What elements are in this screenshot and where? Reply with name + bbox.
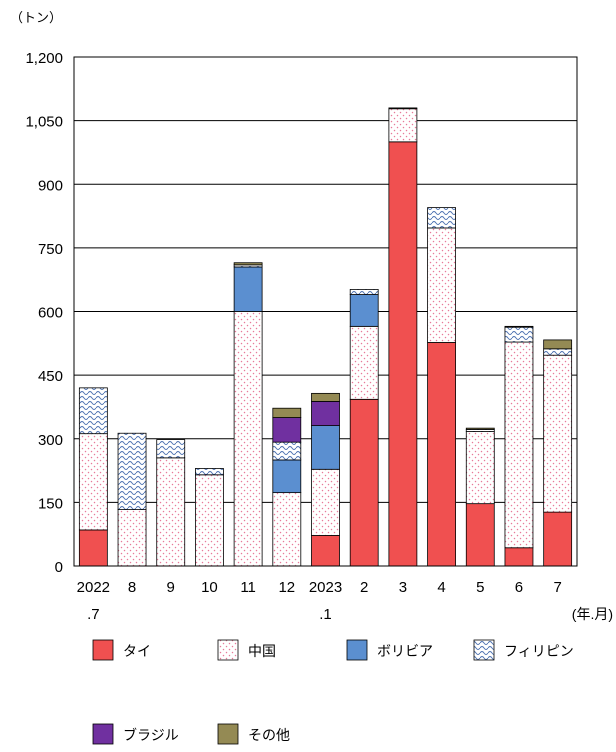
bar-segment-1-2 — [156, 457, 186, 567]
y-tick-label: 900 — [38, 177, 63, 194]
bar-segment-1-3 — [195, 474, 224, 567]
bar-segment-1-7 — [349, 325, 379, 400]
bar-segment-3-2 — [156, 439, 186, 459]
bar-segment-3-11 — [504, 326, 534, 343]
y-tick-label: 150 — [38, 495, 63, 512]
x-tick-label: 6 — [515, 579, 523, 596]
x-axis-unit-label: (年.月) — [572, 606, 613, 622]
legend-label-4: ブラジル — [123, 727, 179, 743]
bar-segment-1-11 — [504, 341, 534, 549]
legend-swatch-5 — [217, 723, 239, 745]
bar-segment-1-5 — [272, 492, 302, 567]
y-tick-label: 1,050 — [25, 114, 63, 131]
bar-segment-2-6 — [311, 425, 340, 470]
x-tick-label: .7 — [87, 606, 100, 623]
y-tick-label: 300 — [38, 432, 63, 449]
legend-label-2: ボリビア — [377, 643, 433, 659]
y-axis-unit-label: （トン） — [10, 10, 62, 25]
legend-label-5: その他 — [248, 727, 290, 743]
bar-segment-1-0 — [78, 433, 108, 531]
legend-label-1: 中国 — [248, 643, 276, 659]
bar-segment-5-8 — [388, 107, 418, 110]
bar-segment-4-5 — [272, 417, 302, 443]
bar-segment-3-9 — [427, 207, 456, 229]
bar-segment-3-3 — [195, 468, 224, 476]
bar-segment-1-12 — [543, 354, 573, 513]
bar-segment-0-12 — [543, 511, 573, 567]
bar-segment-1-1 — [117, 509, 147, 567]
bar-segment-5-6 — [311, 392, 340, 402]
bar-segment-1-10 — [465, 431, 495, 505]
bar-segment-5-4 — [233, 262, 263, 266]
bar-segment-1-4 — [233, 311, 263, 567]
bar-segment-1-8 — [388, 108, 418, 143]
x-tick-label: 2023 — [309, 579, 342, 596]
bar-segment-1-6 — [311, 468, 340, 536]
legend-swatch-3 — [473, 639, 495, 661]
bar-segment-3-5 — [272, 441, 302, 461]
bar-segment-0-11 — [504, 547, 534, 567]
x-tick-label: 3 — [399, 579, 407, 596]
bar-segment-0-0 — [78, 529, 108, 567]
x-tick-label: .1 — [319, 606, 332, 623]
bar-segment-0-7 — [349, 398, 379, 567]
gridlines — [74, 120, 577, 503]
y-tick-label: 600 — [38, 305, 63, 322]
legend-label-0: タイ — [123, 643, 151, 659]
x-tick-label: 10 — [201, 579, 218, 596]
bar-segment-2-4 — [233, 266, 263, 312]
bar-segment-3-12 — [543, 348, 573, 356]
x-tick-label: 9 — [167, 579, 175, 596]
bar-segment-0-10 — [465, 503, 495, 567]
x-tick-label: 5 — [476, 579, 484, 596]
bar-segment-2-7 — [349, 294, 379, 327]
x-tick-label: 12 — [278, 579, 295, 596]
y-tick-label: 750 — [38, 241, 63, 258]
bar-segment-5-5 — [272, 407, 302, 418]
bar-segment-3-0 — [78, 387, 108, 435]
bar-segment-5-11 — [504, 325, 534, 328]
legend-label-3: フィリピン — [504, 643, 574, 659]
bar-segment-4-6 — [311, 401, 340, 427]
x-tick-label: 2 — [360, 579, 368, 596]
x-tick-label: 8 — [128, 579, 136, 596]
y-tick-label: 1,200 — [25, 50, 63, 67]
bar-segment-0-9 — [427, 342, 456, 567]
bar-segment-3-7 — [349, 289, 379, 295]
bar-segment-0-6 — [311, 535, 340, 567]
y-tick-label: 450 — [38, 368, 63, 385]
bar-segment-5-12 — [543, 339, 573, 350]
legend-swatch-4 — [92, 723, 114, 745]
x-tick-label: 4 — [437, 579, 445, 596]
x-axis-tick-labels: 2022 .7 8 9 10 11 12 2023 .1 2 3 4 5 6 7 — [77, 579, 562, 623]
bars — [78, 107, 573, 567]
plot-frame — [73, 56, 578, 567]
legend-swatch-2 — [346, 639, 368, 661]
x-tick-label: 2022 — [77, 579, 110, 596]
y-axis-tick-labels: 0 150 300 450 600 750 900 1,050 1,200 — [25, 50, 63, 576]
bar-segment-3-1 — [117, 432, 147, 510]
legend-swatch-0 — [92, 639, 114, 661]
bar-segment-1-9 — [427, 227, 456, 343]
bar-segment-5-10 — [465, 427, 495, 430]
bar-segment-2-5 — [272, 459, 302, 494]
bar-segment-0-8 — [388, 141, 418, 567]
x-tick-label: 7 — [553, 579, 561, 596]
y-tick-label: 0 — [55, 559, 63, 576]
x-tick-label: 11 — [240, 579, 256, 596]
legend-swatch-1 — [217, 639, 239, 661]
